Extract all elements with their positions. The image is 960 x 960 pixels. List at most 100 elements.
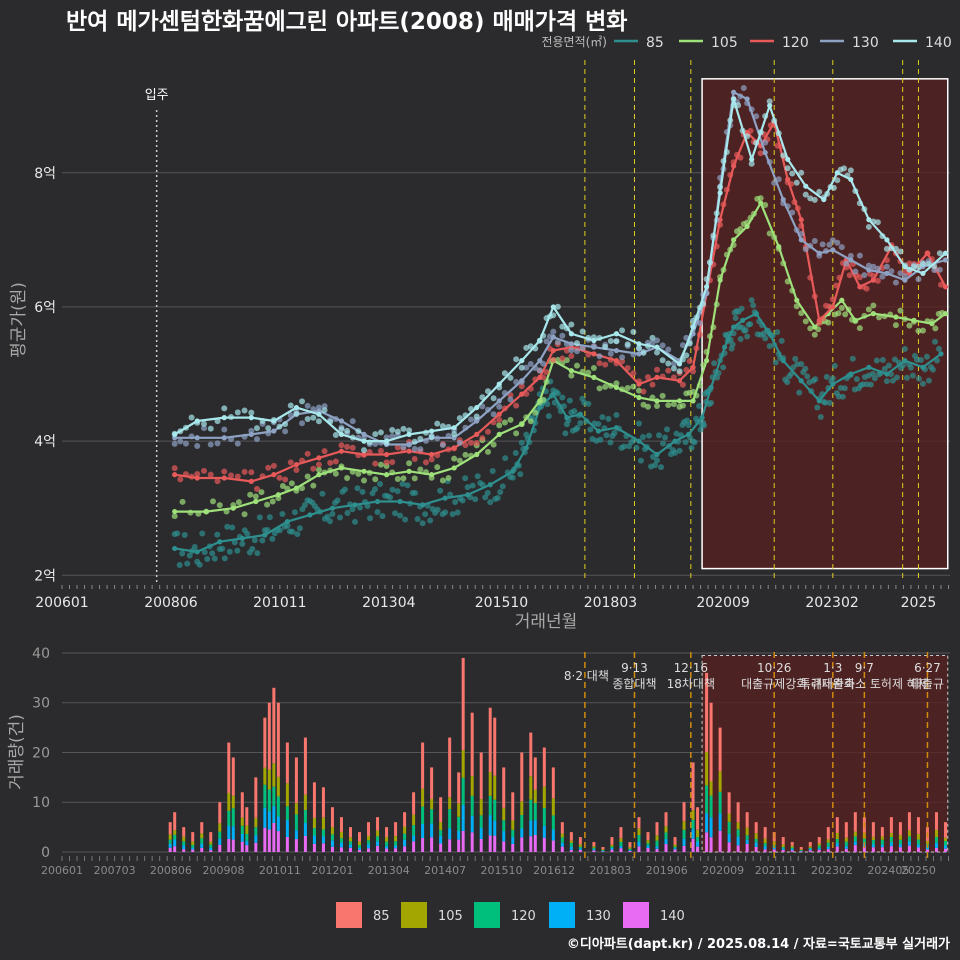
scatter-point xyxy=(389,426,396,433)
bar-segment-130 xyxy=(560,842,564,847)
bar-segment-105 xyxy=(664,826,668,833)
scatter-point xyxy=(568,352,575,359)
bar-segment-140 xyxy=(889,846,893,852)
scatter-point xyxy=(831,362,838,369)
scatter-point xyxy=(649,339,656,346)
bar-segment-85 xyxy=(191,832,195,842)
bar-segment-105 xyxy=(303,794,307,811)
scatter-point xyxy=(554,303,561,310)
bar-segment-140 xyxy=(412,841,416,852)
scatter-point xyxy=(798,310,805,317)
scatter-point xyxy=(310,465,317,472)
bar-segment-120 xyxy=(736,829,740,837)
series-point xyxy=(767,331,773,337)
scatter-point xyxy=(762,139,769,146)
scatter-point xyxy=(599,414,606,421)
bar-segment-140 xyxy=(646,848,650,852)
bar-segment-140 xyxy=(533,834,537,852)
scatter-point xyxy=(296,525,303,532)
series-point xyxy=(852,317,858,323)
series-point xyxy=(776,243,782,250)
scatter-point xyxy=(464,484,471,491)
bottom-legend: 85 105 120 130 140 xyxy=(336,902,685,928)
bar-segment-105 xyxy=(479,799,483,816)
scatter-point xyxy=(613,380,620,387)
bar-stack xyxy=(502,767,506,852)
scatter-point xyxy=(679,342,686,349)
series-point xyxy=(510,468,516,474)
scatter-point xyxy=(817,413,824,420)
scatter-point xyxy=(931,338,938,345)
series-point xyxy=(676,378,683,384)
scatter-point xyxy=(568,372,575,379)
scatter-point xyxy=(619,354,626,361)
bar-segment-130 xyxy=(470,815,474,833)
series-point xyxy=(902,358,908,364)
bar-segment-85 xyxy=(916,817,920,834)
bar-stack xyxy=(655,822,659,852)
bar-stack xyxy=(934,812,938,852)
bar-segment-140 xyxy=(182,849,186,852)
series-point xyxy=(942,250,949,256)
bar-segment-130 xyxy=(601,850,605,852)
scatter-point xyxy=(571,408,578,415)
scatter-point xyxy=(377,480,384,487)
scatter-point xyxy=(630,328,637,335)
scatter-point xyxy=(748,297,755,304)
bar-stack xyxy=(191,832,195,852)
bar-segment-120 xyxy=(285,806,289,821)
bar-segment-120 xyxy=(592,847,596,850)
bar-stack xyxy=(272,687,276,852)
scatter-point xyxy=(562,430,569,437)
bar-segment-105 xyxy=(691,810,695,820)
x-tick-label: 201906 xyxy=(646,864,688,877)
bar-segment-140 xyxy=(844,848,848,852)
series-point xyxy=(613,384,620,391)
bar-stack xyxy=(808,842,812,852)
bar-segment-120 xyxy=(560,837,564,843)
bar-segment-130 xyxy=(754,842,758,847)
bar-segment-120 xyxy=(430,809,434,824)
series-point xyxy=(884,371,890,377)
series-point xyxy=(293,461,299,468)
scatter-point xyxy=(402,516,409,523)
legend-label-120: 120 xyxy=(511,909,536,924)
scatter-point xyxy=(400,444,407,451)
bar-segment-120 xyxy=(502,820,506,832)
scatter-point xyxy=(207,441,214,448)
scatter-point xyxy=(772,359,779,366)
bar-segment-85 xyxy=(664,812,668,827)
bar-segment-105 xyxy=(889,832,893,838)
bar-stack xyxy=(367,822,371,852)
bar-segment-120 xyxy=(907,836,911,842)
bar-segment-140 xyxy=(907,845,911,852)
scatter-point xyxy=(665,402,672,409)
scatter-point xyxy=(266,514,273,521)
bar-segment-120 xyxy=(705,785,709,814)
bar-segment-85 xyxy=(312,782,316,818)
bar-segment-140 xyxy=(727,842,731,852)
bar-segment-85 xyxy=(457,772,461,804)
series-point xyxy=(172,545,178,552)
scatter-point xyxy=(439,423,446,430)
scatter-point xyxy=(566,397,573,404)
scatter-point xyxy=(394,444,401,451)
scatter-point xyxy=(326,518,333,525)
scatter-point xyxy=(377,447,384,454)
bar-segment-140 xyxy=(272,823,276,852)
scatter-point xyxy=(804,373,811,380)
bar-segment-140 xyxy=(276,831,280,852)
bar-segment-105 xyxy=(655,835,659,841)
series-point xyxy=(924,250,931,256)
bar-segment-105 xyxy=(227,792,231,811)
bar-segment-130 xyxy=(817,848,821,850)
series-point xyxy=(654,398,660,404)
bar-segment-85 xyxy=(358,832,362,842)
scatter-point xyxy=(177,438,184,445)
scatter-point xyxy=(711,360,718,367)
policy-annotation: 9·13 xyxy=(621,661,648,675)
scatter-point xyxy=(829,375,836,382)
bar-segment-140 xyxy=(403,846,407,852)
series-point xyxy=(519,358,525,364)
scatter-point xyxy=(200,467,207,474)
